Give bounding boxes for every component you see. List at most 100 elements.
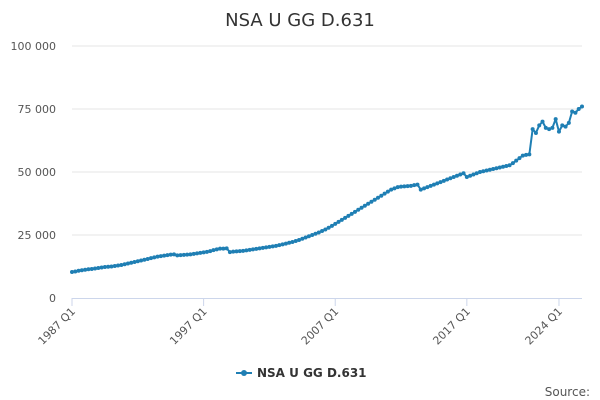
legend[interactable]: NSA U GG D.631	[236, 366, 367, 380]
data-point	[369, 199, 374, 204]
data-point	[428, 183, 433, 188]
y-tick-label: 100 000	[11, 40, 57, 53]
data-point	[274, 243, 278, 248]
y-tick-label: 50 000	[18, 166, 57, 179]
data-point	[510, 161, 515, 166]
data-point	[425, 185, 430, 190]
data-point	[405, 184, 410, 189]
data-point	[514, 158, 519, 163]
legend-label: NSA U GG D.631	[257, 366, 367, 380]
data-point	[89, 267, 94, 272]
data-point	[533, 130, 538, 135]
legend-marker-dot	[241, 370, 247, 376]
data-point	[172, 252, 176, 257]
data-point	[237, 249, 242, 254]
data-point	[537, 123, 542, 128]
data-point	[250, 247, 255, 252]
grid-lines	[72, 45, 582, 236]
data-point	[201, 250, 206, 255]
data-point	[195, 251, 200, 256]
data-point	[478, 170, 482, 174]
data-point	[188, 252, 193, 257]
data-point	[76, 268, 81, 273]
data-point	[93, 266, 98, 271]
data-point	[560, 123, 565, 128]
data-point	[474, 171, 479, 176]
data-point	[484, 168, 489, 173]
data-point	[501, 164, 506, 169]
data-point	[191, 251, 196, 256]
series-line	[70, 104, 584, 275]
data-point	[418, 187, 423, 192]
x-tick-label: 1997 Q1	[167, 305, 210, 348]
data-point	[313, 231, 318, 236]
data-point	[102, 265, 107, 270]
data-point	[339, 217, 344, 222]
data-point	[487, 167, 492, 172]
data-point	[83, 267, 88, 272]
x-axis-ticks: 1987 Q1 1997 Q1 2007 Q1 2017 Q1 2024 Q1	[36, 298, 566, 348]
data-point	[524, 152, 529, 157]
data-point	[204, 249, 209, 254]
data-point	[376, 195, 380, 200]
x-tick-label: 2024 Q1	[523, 305, 566, 348]
data-point	[244, 248, 249, 253]
data-point	[372, 197, 377, 202]
data-point	[329, 223, 334, 228]
data-point	[343, 215, 348, 220]
data-point	[497, 165, 502, 170]
data-point	[221, 246, 226, 251]
source-credit[interactable]: Source:	[545, 385, 590, 399]
data-point	[547, 127, 552, 132]
data-point	[158, 254, 163, 259]
data-point	[415, 182, 420, 187]
data-point	[366, 201, 371, 206]
data-point	[254, 246, 259, 251]
data-point	[165, 253, 170, 258]
data-point	[168, 252, 173, 257]
data-point	[556, 129, 561, 134]
data-point	[385, 189, 390, 194]
data-point	[570, 109, 575, 114]
data-point	[270, 244, 275, 249]
data-point	[116, 263, 121, 268]
data-point	[247, 247, 252, 252]
data-point	[267, 244, 272, 249]
y-tick-label: 25 000	[18, 229, 57, 242]
data-point	[356, 207, 361, 212]
data-point	[346, 213, 351, 218]
data-point	[494, 166, 499, 171]
data-point	[306, 234, 311, 239]
data-point	[106, 264, 111, 269]
data-point	[445, 177, 450, 182]
data-point	[241, 248, 246, 253]
data-point	[178, 253, 183, 258]
data-point	[431, 182, 436, 187]
data-point	[395, 185, 400, 190]
data-point	[129, 260, 134, 265]
data-point	[139, 258, 144, 263]
data-point	[349, 211, 354, 216]
data-point	[122, 262, 127, 267]
data-point	[543, 125, 548, 130]
data-point	[530, 127, 535, 132]
data-point	[471, 172, 476, 177]
data-point	[438, 180, 443, 185]
data-point	[507, 163, 512, 168]
data-point	[362, 203, 367, 208]
data-point	[303, 235, 308, 240]
data-point	[336, 219, 341, 224]
data-point	[392, 186, 397, 191]
data-point	[408, 183, 413, 188]
data-point	[297, 238, 302, 243]
y-tick-label: 75 000	[18, 103, 57, 116]
data-point	[86, 267, 91, 272]
data-point	[264, 245, 269, 250]
data-point	[214, 247, 219, 252]
data-point	[563, 124, 568, 129]
data-point	[99, 265, 104, 270]
data-point	[323, 227, 328, 232]
data-point	[451, 175, 456, 180]
data-point	[553, 117, 558, 122]
data-point	[461, 171, 466, 176]
